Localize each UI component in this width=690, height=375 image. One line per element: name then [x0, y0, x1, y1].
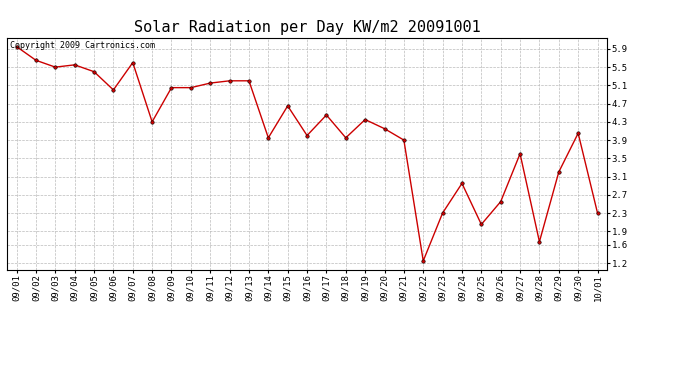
Text: Copyright 2009 Cartronics.com: Copyright 2009 Cartronics.com — [10, 41, 155, 50]
Title: Solar Radiation per Day KW/m2 20091001: Solar Radiation per Day KW/m2 20091001 — [134, 20, 480, 35]
